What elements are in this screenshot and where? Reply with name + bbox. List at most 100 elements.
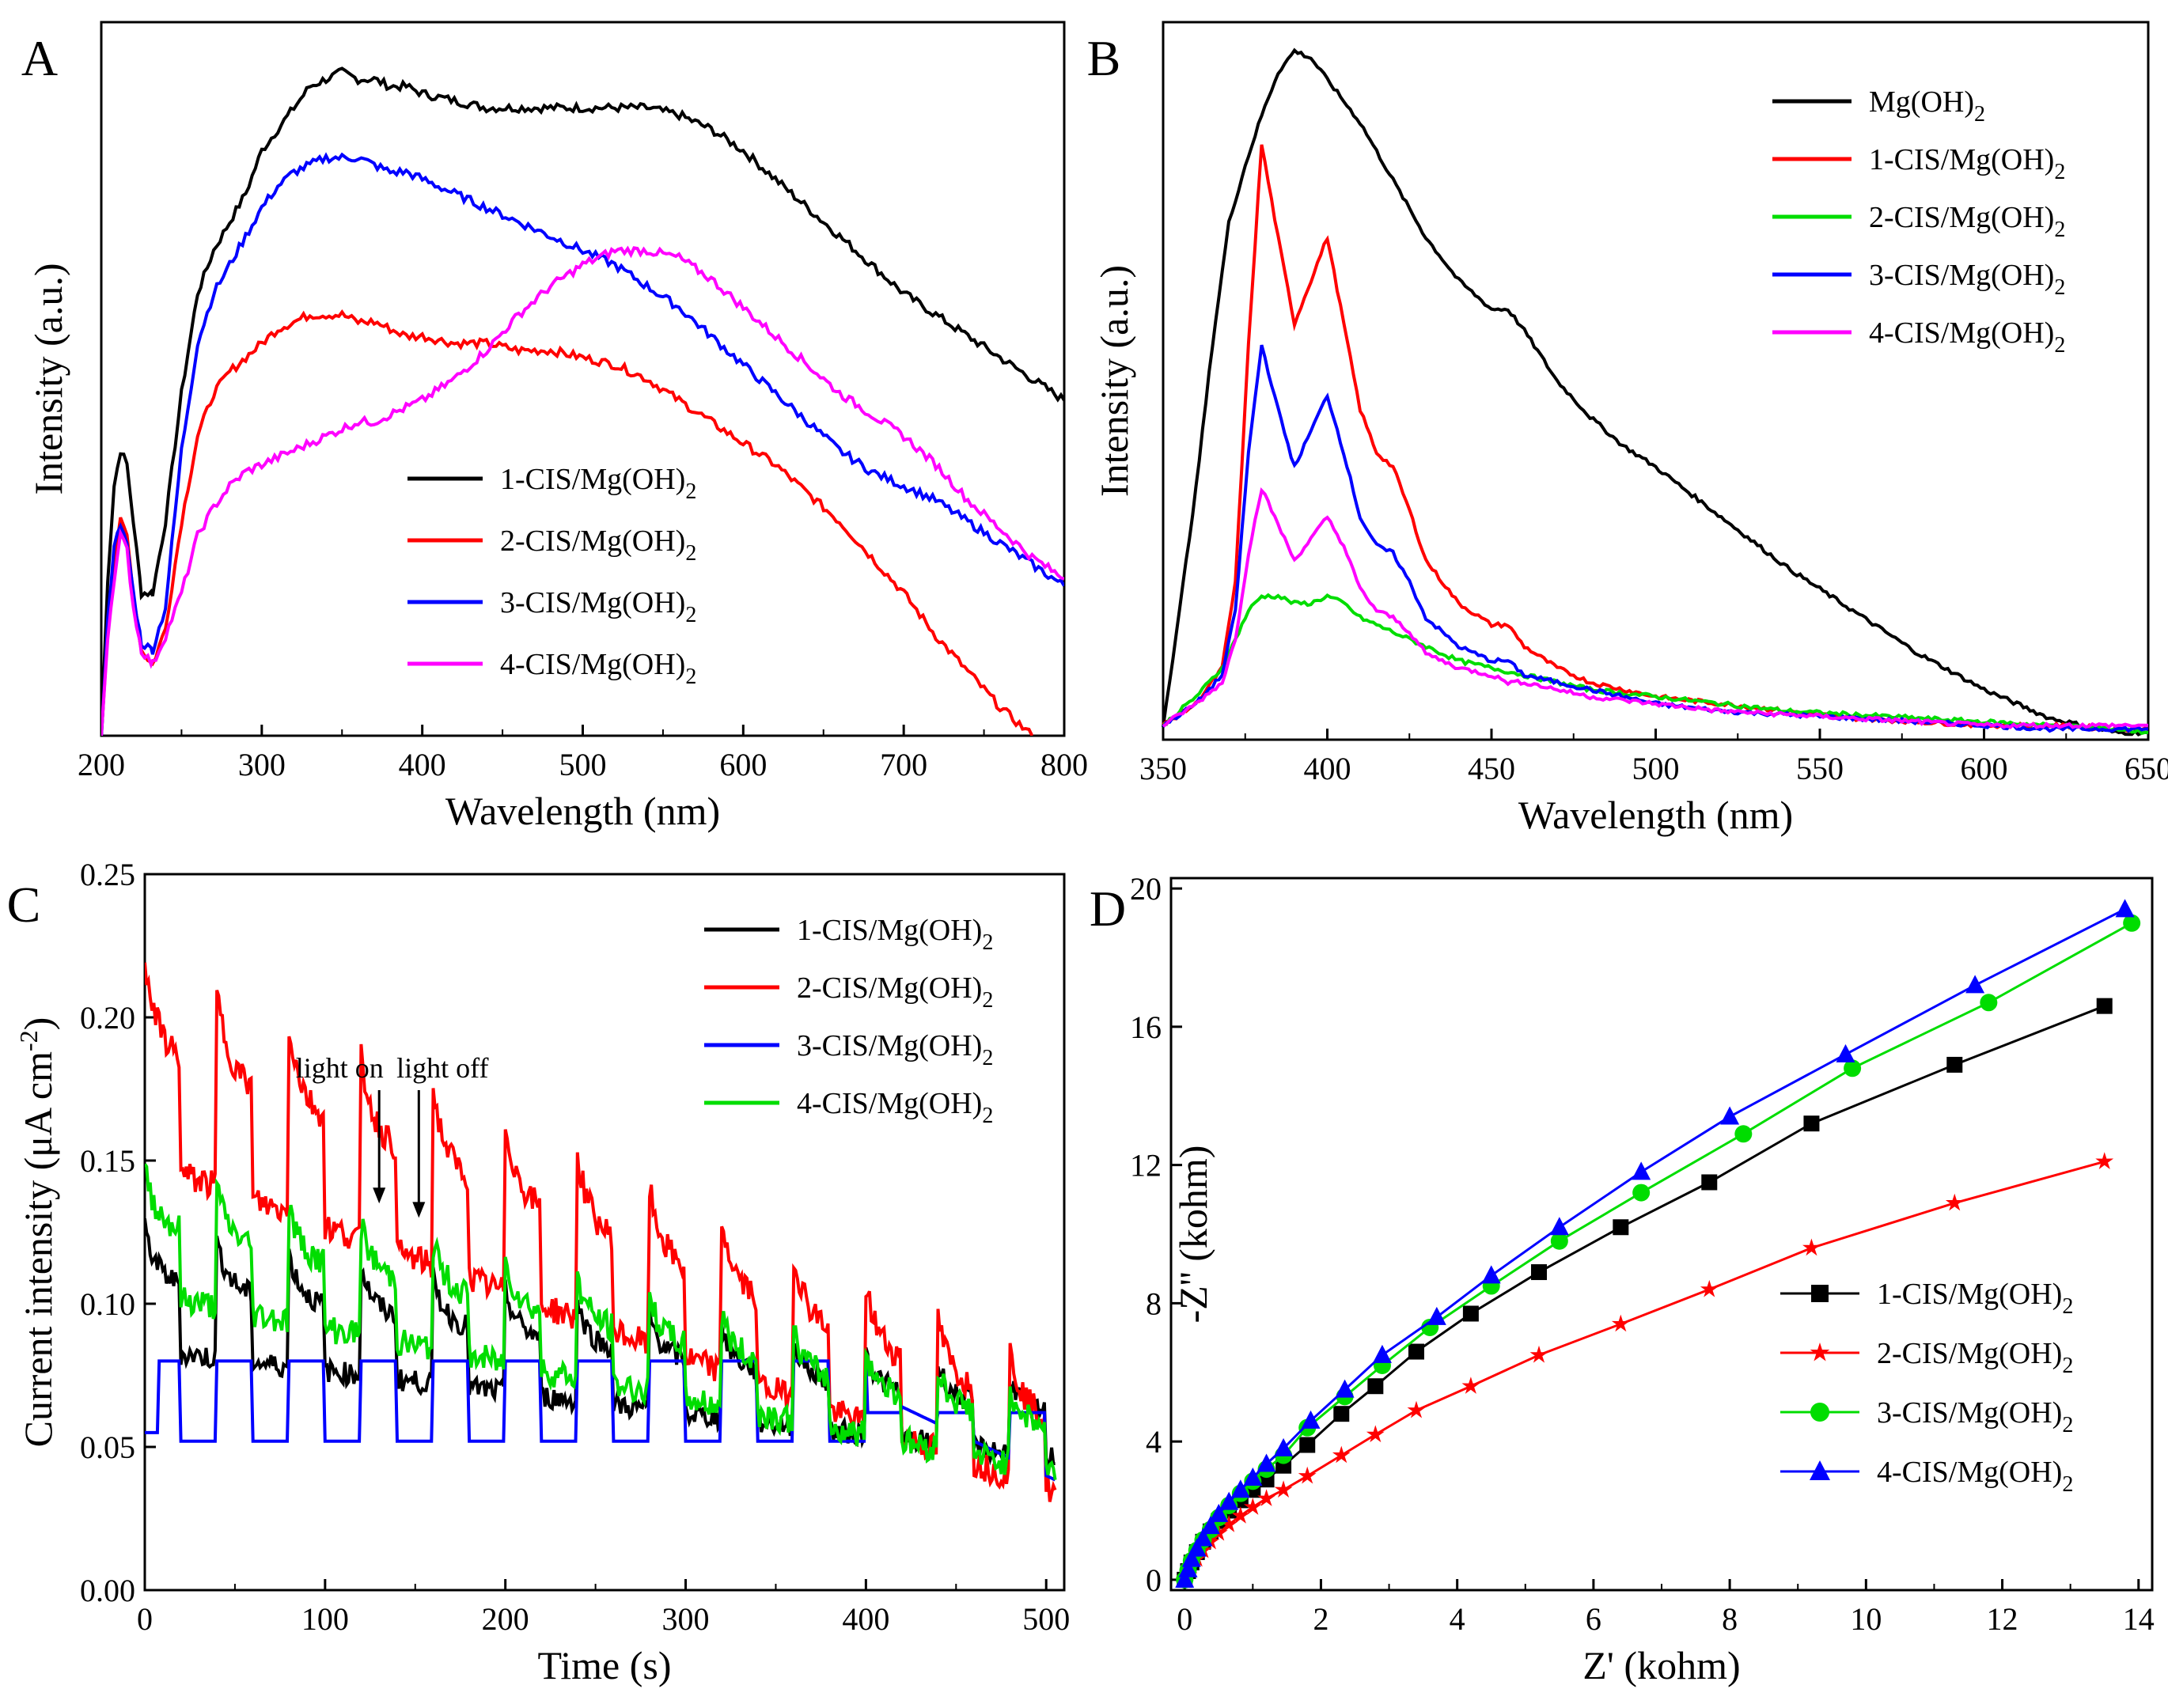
data-point-triangle bbox=[1335, 1379, 1355, 1398]
x-tick-label: 100 bbox=[301, 1601, 349, 1637]
data-point-triangle bbox=[2115, 899, 2135, 918]
data-point-circle bbox=[1550, 1232, 1568, 1250]
data-point-square bbox=[1803, 1115, 1820, 1132]
series-line-5 bbox=[1162, 487, 2149, 729]
x-tick-label: 550 bbox=[1796, 751, 1844, 786]
data-point-circle bbox=[1844, 1059, 1862, 1077]
data-point-circle bbox=[1632, 1183, 1651, 1202]
x-tick-label: 300 bbox=[238, 747, 286, 782]
y-tick-label: 0.00 bbox=[80, 1573, 135, 1608]
data-point-square bbox=[1299, 1437, 1316, 1453]
data-point-triangle bbox=[1256, 1453, 1276, 1472]
x-tick-label: 400 bbox=[399, 747, 446, 782]
legend-label: 2-CIS/Mg(OH)2 bbox=[500, 525, 696, 566]
x-tick-label: 12 bbox=[1987, 1601, 2018, 1637]
y-tick-label: 0.10 bbox=[80, 1286, 135, 1322]
data-point-triangle bbox=[1965, 975, 1985, 994]
data-point-star bbox=[1461, 1377, 1480, 1394]
y-tick-label: 0.20 bbox=[80, 1000, 135, 1036]
legend-label: 2-CIS/Mg(OH)2 bbox=[797, 971, 993, 1013]
x-tick-label: 500 bbox=[1022, 1601, 1070, 1637]
legend-label: 4-CIS/Mg(OH)2 bbox=[1877, 1456, 2073, 1497]
x-tick-label: 500 bbox=[1632, 751, 1680, 786]
data-point-triangle bbox=[1427, 1306, 1446, 1325]
x-tick-label: 600 bbox=[719, 747, 767, 782]
data-point-square bbox=[1333, 1406, 1350, 1422]
data-point-triangle bbox=[1372, 1344, 1392, 1363]
data-point-star bbox=[1700, 1279, 1719, 1297]
x-axis-label: Z' (kohm) bbox=[1582, 1643, 1740, 1687]
legend-label: 2-CIS/Mg(OH)2 bbox=[1877, 1337, 2073, 1378]
y-tick-label: 12 bbox=[1130, 1148, 1162, 1183]
data-point-star bbox=[1231, 1506, 1250, 1524]
data-point-square bbox=[2096, 998, 2113, 1014]
data-point-triangle bbox=[1481, 1265, 1501, 1284]
legend-label: 3-CIS/Mg(OH)2 bbox=[500, 586, 696, 627]
panel-letter-c: C bbox=[7, 877, 41, 933]
series-line-1 bbox=[1162, 47, 2149, 737]
legend-label: 4-CIS/Mg(OH)2 bbox=[797, 1087, 993, 1128]
x-tick-label: 400 bbox=[1304, 751, 1351, 786]
x-tick-label: 0 bbox=[137, 1601, 153, 1637]
data-point-triangle bbox=[1200, 1516, 1220, 1535]
legend-label: 4-CIS/Mg(OH)2 bbox=[1869, 316, 2065, 358]
data-point-star bbox=[1366, 1425, 1385, 1443]
series-line-2 bbox=[1183, 1160, 2105, 1581]
data-point-star bbox=[1802, 1238, 1821, 1256]
arrow-head-icon bbox=[373, 1187, 386, 1204]
legend-label: 3-CIS/Mg(OH)2 bbox=[1877, 1396, 2073, 1437]
series-line-3 bbox=[145, 1359, 1056, 1482]
data-point-star bbox=[1332, 1445, 1351, 1464]
x-tick-label: 600 bbox=[1961, 751, 2008, 786]
legend-label: 1-CIS/Mg(OH)2 bbox=[797, 914, 993, 955]
data-point-triangle bbox=[1549, 1217, 1569, 1236]
data-point-triangle bbox=[1274, 1437, 1294, 1456]
y-tick-label: 8 bbox=[1146, 1286, 1162, 1321]
data-point-star bbox=[2095, 1152, 2114, 1169]
plot-frame bbox=[100, 21, 1066, 737]
data-point-circle bbox=[1980, 994, 1998, 1012]
panel-c: C 0 100 200 300 400 500 0.00 0.05 0.10 0.15 0.20 0.2… bbox=[7, 857, 1071, 1687]
legend-label: 4-CIS/Mg(OH)2 bbox=[500, 648, 696, 689]
annotation-light-on: light on bbox=[296, 1052, 384, 1084]
series-line-4 bbox=[145, 1163, 1057, 1480]
y-axis-label: -Z'' (kohm) bbox=[1171, 1146, 1215, 1324]
x-tick-label: 4 bbox=[1450, 1601, 1465, 1637]
data-point-triangle bbox=[1230, 1479, 1250, 1498]
data-point-triangle bbox=[1219, 1491, 1239, 1510]
data-point-triangle bbox=[1187, 1538, 1207, 1557]
series-line-3 bbox=[101, 152, 1064, 736]
legend-label: 3-CIS/Mg(OH)2 bbox=[1869, 259, 2065, 300]
data-point-triangle bbox=[1181, 1548, 1201, 1567]
series-line-1 bbox=[145, 1218, 1056, 1468]
x-tick-label: 800 bbox=[1040, 747, 1088, 782]
series-line-1 bbox=[101, 66, 1064, 736]
data-point-triangle bbox=[1193, 1528, 1213, 1547]
legend-label: Mg(OH)2 bbox=[1869, 85, 1985, 127]
data-point-star bbox=[1810, 1343, 1830, 1361]
y-axis-label: Current intensity (μA cm-2) bbox=[14, 1017, 60, 1448]
x-tick-label: 14 bbox=[2123, 1601, 2155, 1637]
data-point-triangle bbox=[1720, 1106, 1740, 1125]
x-tick-label: 350 bbox=[1139, 751, 1187, 786]
panel-letter-d: D bbox=[1090, 881, 1126, 937]
y-tick-label: 0.15 bbox=[80, 1143, 135, 1179]
x-tick-label: 0 bbox=[1177, 1601, 1192, 1637]
data-point-triangle bbox=[1836, 1043, 1855, 1062]
y-axis-label: Intensity (a.u.) bbox=[1092, 265, 1136, 497]
data-point-triangle bbox=[1810, 1460, 1830, 1480]
data-point-circle bbox=[1734, 1125, 1753, 1143]
panel-letter-a: A bbox=[21, 30, 58, 86]
data-point-square bbox=[1946, 1056, 1963, 1073]
x-tick-label: 700 bbox=[880, 747, 927, 782]
legend-label: 1-CIS/Mg(OH)2 bbox=[1877, 1278, 2073, 1319]
x-tick-label: 2 bbox=[1313, 1601, 1328, 1637]
y-tick-label: 4 bbox=[1146, 1424, 1162, 1460]
y-tick-label: 16 bbox=[1130, 1009, 1162, 1045]
data-point-star bbox=[1219, 1515, 1238, 1532]
legend-label: 1-CIS/Mg(OH)2 bbox=[500, 463, 696, 504]
data-point-square bbox=[1811, 1285, 1829, 1302]
panel-b: B 350 400 450 500 550 600 650 Wavelength (nm) Int… bbox=[1087, 21, 2168, 837]
data-point-star bbox=[1257, 1489, 1275, 1506]
